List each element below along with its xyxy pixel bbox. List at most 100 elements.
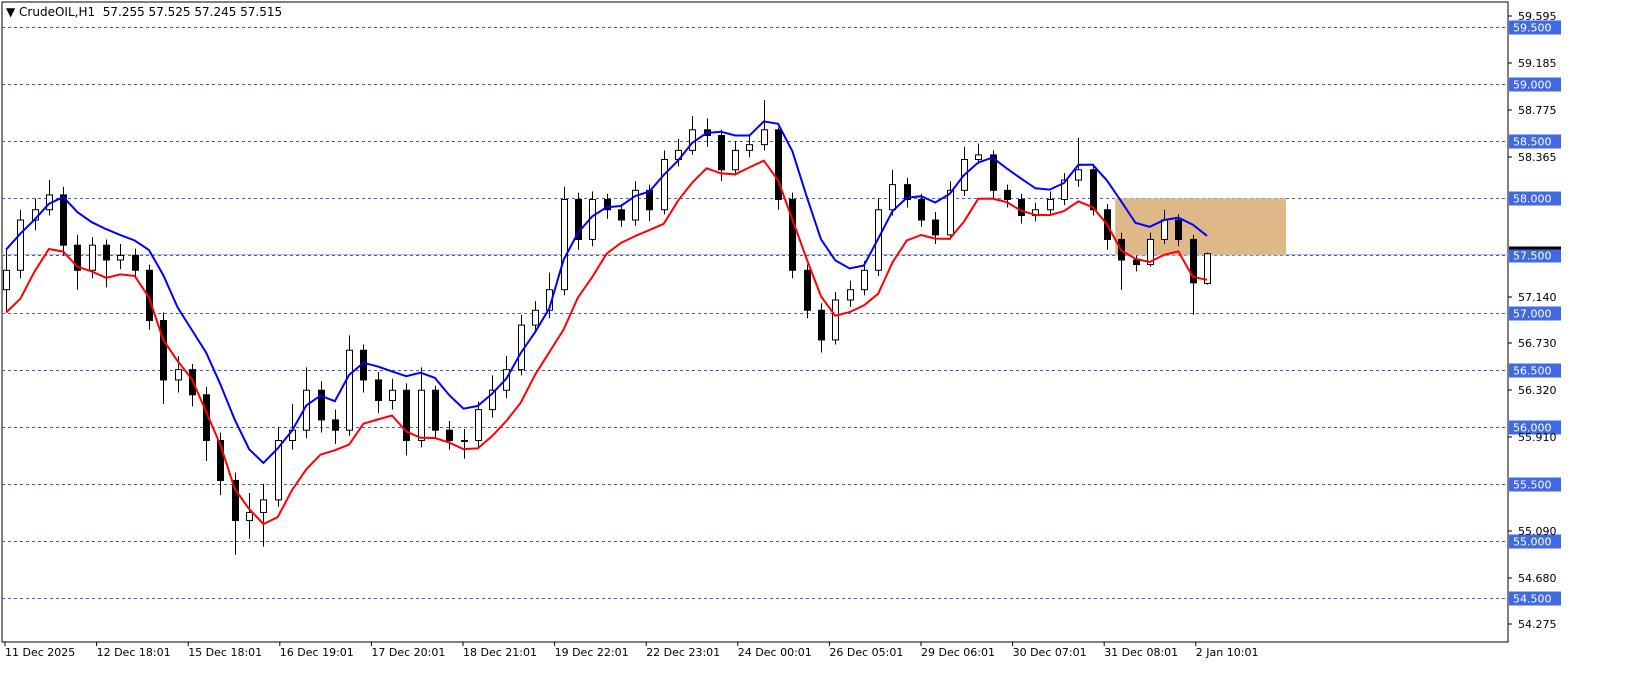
candle-body bbox=[260, 499, 267, 513]
candle bbox=[818, 303, 825, 353]
price-level-label-bg bbox=[1509, 191, 1561, 206]
candle-body bbox=[1175, 219, 1182, 240]
price-level-label: 55.500 bbox=[1513, 479, 1552, 492]
candle bbox=[1075, 137, 1082, 187]
price-level-label: 56.500 bbox=[1513, 365, 1552, 378]
y-tick-label: 57.140 bbox=[1518, 291, 1557, 304]
candle bbox=[3, 249, 10, 313]
candle-body bbox=[1190, 238, 1197, 284]
candle bbox=[418, 367, 425, 448]
candle-body bbox=[318, 389, 325, 421]
candle bbox=[975, 143, 982, 165]
candle-body bbox=[232, 479, 239, 521]
candle-body bbox=[74, 244, 81, 271]
price-level-label-bg bbox=[1509, 420, 1561, 435]
candle-body bbox=[918, 198, 925, 221]
x-tick-label: 30 Dec 07:01 bbox=[1013, 646, 1087, 659]
candle bbox=[232, 472, 239, 555]
x-tick-label: 19 Dec 22:01 bbox=[555, 646, 629, 659]
candle-body bbox=[403, 389, 410, 441]
candle-body bbox=[275, 439, 282, 501]
y-tick-label: 54.680 bbox=[1518, 572, 1557, 585]
candle-body bbox=[746, 144, 753, 151]
candle-body bbox=[718, 135, 725, 171]
candle bbox=[947, 181, 954, 240]
candle bbox=[489, 375, 496, 418]
candle bbox=[532, 301, 539, 334]
y-tick-label: 56.730 bbox=[1518, 337, 1557, 350]
x-tick-label: 29 Dec 06:01 bbox=[921, 646, 995, 659]
candle-body bbox=[475, 409, 482, 441]
collapse-triangle-icon[interactable]: ▼ bbox=[6, 5, 20, 19]
candle-body bbox=[117, 254, 124, 261]
candle-body bbox=[3, 269, 10, 291]
price-level-label-bg bbox=[1509, 134, 1561, 149]
x-tick-label: 26 Dec 05:01 bbox=[829, 646, 903, 659]
price-level-label: 55.000 bbox=[1513, 536, 1552, 549]
candle bbox=[918, 193, 925, 227]
candle bbox=[103, 239, 110, 288]
candle-body bbox=[446, 429, 453, 441]
candle bbox=[403, 383, 410, 456]
price-level-label-bg bbox=[1509, 477, 1561, 492]
candle bbox=[746, 135, 753, 158]
price-level-label: 57.500 bbox=[1513, 250, 1552, 263]
candle-body bbox=[1204, 253, 1211, 284]
candle-body bbox=[532, 309, 539, 326]
candle-body bbox=[346, 349, 353, 431]
candle bbox=[847, 280, 854, 307]
ohlc-readout: 57.255 57.525 57.245 57.515 bbox=[102, 5, 283, 19]
price-level-label-bg bbox=[1509, 306, 1561, 321]
candle-body bbox=[132, 254, 139, 271]
candle-body bbox=[489, 389, 496, 411]
ma-high-line bbox=[5, 120, 1208, 465]
candle bbox=[346, 335, 353, 436]
x-tick-label: 22 Dec 23:01 bbox=[646, 646, 720, 659]
candle bbox=[260, 483, 267, 547]
candle-body bbox=[17, 219, 24, 271]
candle-body bbox=[1047, 198, 1054, 211]
price-level-label: 57.000 bbox=[1513, 308, 1552, 321]
candle-body bbox=[761, 129, 768, 146]
y-tick-label: 59.185 bbox=[1518, 57, 1557, 70]
candle bbox=[117, 244, 124, 270]
x-tick-label: 12 Dec 18:01 bbox=[97, 646, 171, 659]
candle bbox=[832, 291, 839, 345]
candle bbox=[575, 192, 582, 250]
candle bbox=[461, 429, 468, 459]
candle bbox=[446, 421, 453, 450]
candle bbox=[732, 141, 739, 176]
candle bbox=[761, 100, 768, 151]
y-tick-label: 55.090 bbox=[1518, 525, 1557, 538]
candle bbox=[618, 204, 625, 227]
candle-body bbox=[832, 299, 839, 341]
candle bbox=[561, 186, 568, 296]
symbol-label: CrudeOIL,H1 bbox=[19, 5, 96, 19]
candle-body bbox=[646, 189, 653, 211]
candle bbox=[74, 234, 81, 290]
candle-body bbox=[1133, 259, 1140, 266]
candle bbox=[804, 264, 811, 319]
candle-body bbox=[1075, 169, 1082, 181]
candle-body bbox=[904, 184, 911, 200]
candle bbox=[160, 312, 167, 404]
price-level-label-bg bbox=[1509, 77, 1561, 92]
candle-body bbox=[332, 419, 339, 431]
candle bbox=[1190, 234, 1197, 315]
candle bbox=[1047, 191, 1054, 216]
candle bbox=[1018, 193, 1025, 224]
candle bbox=[246, 493, 253, 539]
candle bbox=[375, 371, 382, 414]
candle bbox=[632, 181, 639, 226]
price-level-label: 56.000 bbox=[1513, 422, 1552, 435]
candle bbox=[661, 150, 668, 215]
price-level-label-bg bbox=[1509, 20, 1561, 35]
candle bbox=[475, 401, 482, 448]
y-tick-label: 55.910 bbox=[1518, 431, 1557, 444]
candle-body bbox=[789, 198, 796, 271]
y-tick-label: 59.595 bbox=[1518, 10, 1557, 23]
candle-body bbox=[246, 511, 253, 521]
candle-body bbox=[618, 209, 625, 221]
